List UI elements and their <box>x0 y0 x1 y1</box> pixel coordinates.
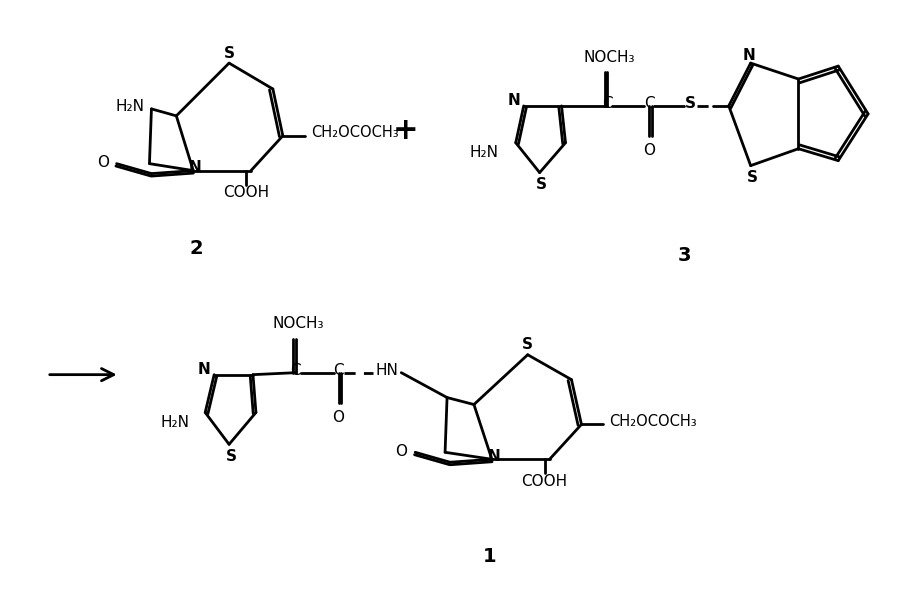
Text: H₂N: H₂N <box>470 145 498 160</box>
Text: S: S <box>225 449 236 464</box>
Text: NOCH₃: NOCH₃ <box>583 50 635 65</box>
Text: NOCH₃: NOCH₃ <box>272 316 323 331</box>
Text: CH₂OCOCH₃: CH₂OCOCH₃ <box>311 125 399 140</box>
Text: H₂N: H₂N <box>161 415 190 430</box>
Text: N: N <box>189 160 201 175</box>
Text: C: C <box>602 96 613 111</box>
Text: N: N <box>508 93 521 108</box>
Text: CH₂OCOCH₃: CH₂OCOCH₃ <box>609 414 697 429</box>
Text: S: S <box>747 170 758 185</box>
Text: O: O <box>395 444 407 459</box>
Text: N: N <box>487 449 500 464</box>
Text: HN: HN <box>376 363 399 378</box>
Text: C: C <box>291 363 301 378</box>
Text: N: N <box>742 47 755 63</box>
Text: S: S <box>223 46 234 61</box>
Text: O: O <box>643 143 655 158</box>
Text: 3: 3 <box>677 246 690 264</box>
Text: COOH: COOH <box>521 474 568 489</box>
Text: 2: 2 <box>189 239 203 258</box>
Text: H₂N: H₂N <box>115 99 144 114</box>
Text: +: + <box>392 116 418 145</box>
Text: C: C <box>644 96 654 111</box>
Text: S: S <box>522 337 533 352</box>
Text: O: O <box>332 410 344 425</box>
Text: COOH: COOH <box>223 185 270 200</box>
Text: N: N <box>198 362 210 377</box>
Text: 1: 1 <box>483 548 497 566</box>
Text: C: C <box>333 363 344 378</box>
Text: S: S <box>536 177 547 192</box>
Text: S: S <box>685 96 695 111</box>
Text: O: O <box>97 155 109 170</box>
